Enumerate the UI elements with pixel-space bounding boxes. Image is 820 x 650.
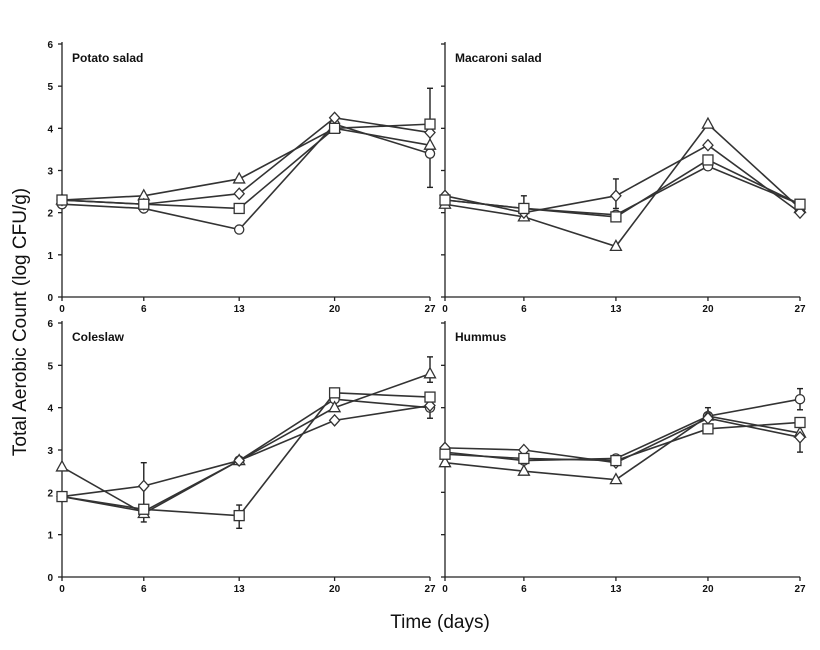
data-point-triangle bbox=[701, 116, 715, 129]
series-line-square bbox=[444, 159, 801, 218]
data-point-square bbox=[56, 490, 68, 503]
x-tick-label: 13 bbox=[610, 304, 622, 315]
x-tick-label: 20 bbox=[702, 304, 714, 315]
x-tick-label: 27 bbox=[424, 584, 436, 595]
x-axis-label: Time (days) bbox=[390, 612, 490, 633]
x-tick-label: 20 bbox=[702, 584, 714, 595]
data-point-square bbox=[424, 391, 436, 403]
data-point-diamond bbox=[610, 189, 622, 203]
data-point-square bbox=[610, 454, 622, 467]
data-point-square bbox=[518, 452, 530, 465]
data-point-square bbox=[439, 448, 451, 460]
data-point-square bbox=[328, 387, 341, 399]
x-tick-label: 13 bbox=[234, 304, 246, 315]
x-tick-label: 0 bbox=[59, 584, 65, 595]
x-tick-label: 13 bbox=[610, 584, 622, 595]
y-tick-label: 2 bbox=[47, 209, 53, 220]
data-point-square bbox=[233, 202, 245, 215]
series-line-circle bbox=[61, 398, 431, 513]
x-tick-label: 6 bbox=[141, 584, 147, 595]
data-point-square bbox=[794, 416, 806, 429]
data-point-square bbox=[424, 118, 436, 130]
x-tick-label: 6 bbox=[521, 584, 527, 595]
y-tick-label: 2 bbox=[47, 488, 53, 499]
x-tick-label: 13 bbox=[234, 584, 246, 595]
y-tick-label: 1 bbox=[47, 251, 53, 262]
data-point-triangle bbox=[609, 239, 623, 252]
y-tick-label: 3 bbox=[47, 446, 53, 457]
data-point-diamond bbox=[233, 187, 246, 201]
panel-hummus: 0 6 13 20 27 Hummus bbox=[438, 321, 807, 595]
data-point-square bbox=[702, 423, 714, 435]
data-point-triangle bbox=[609, 472, 623, 485]
series-line-diamond bbox=[61, 404, 431, 498]
y-tick-label: 6 bbox=[47, 319, 53, 330]
series-line-triangle bbox=[444, 122, 801, 248]
x-tick-label: 0 bbox=[59, 304, 65, 315]
data-point-triangle bbox=[232, 171, 246, 184]
y-tick-label: 0 bbox=[47, 293, 53, 304]
data-point-square bbox=[138, 198, 150, 210]
x-tick-label: 0 bbox=[442, 584, 448, 595]
series-line-circle bbox=[61, 123, 431, 231]
data-point-circle bbox=[424, 148, 436, 159]
data-point-diamond bbox=[137, 479, 150, 493]
x-tick-label: 27 bbox=[424, 304, 436, 315]
data-point-triangle bbox=[423, 137, 437, 150]
y-tick-label: 1 bbox=[47, 531, 53, 542]
series-line-circle bbox=[444, 398, 801, 462]
series-line-square bbox=[61, 392, 431, 517]
data-point-square bbox=[233, 509, 245, 522]
data-point-triangle bbox=[423, 366, 437, 379]
data-point-square bbox=[328, 122, 341, 134]
y-tick-label: 6 bbox=[47, 40, 53, 51]
data-point-square bbox=[56, 194, 68, 206]
series-line-diamond bbox=[61, 116, 431, 206]
data-point-square bbox=[439, 194, 451, 206]
data-point-diamond bbox=[702, 138, 714, 152]
x-tick-label: 6 bbox=[141, 304, 147, 315]
data-point-diamond bbox=[233, 454, 246, 468]
data-point-square bbox=[518, 202, 530, 215]
data-point-square bbox=[610, 211, 622, 223]
panel-macaroni-salad: 0 6 13 20 27 Macaroni salad bbox=[438, 42, 807, 315]
x-tick-label: 20 bbox=[329, 304, 341, 315]
panel-title: Coleslaw bbox=[72, 330, 125, 344]
panel-title: Hummus bbox=[455, 330, 507, 344]
y-tick-label: 3 bbox=[47, 167, 53, 178]
data-point-diamond bbox=[794, 430, 806, 444]
panel-title: Potato salad bbox=[72, 51, 143, 65]
y-tick-label: 4 bbox=[47, 404, 53, 415]
data-point-diamond bbox=[424, 399, 436, 413]
y-tick-label: 0 bbox=[47, 573, 53, 584]
panel-potato-salad: 0 1 2 3 4 5 6 0 6 13 20 27 Potato salad bbox=[47, 40, 437, 315]
x-tick-label: 20 bbox=[329, 584, 341, 595]
data-point-triangle bbox=[55, 459, 69, 472]
data-point-square bbox=[138, 503, 150, 515]
data-point-circle bbox=[794, 393, 806, 405]
y-tick-label: 5 bbox=[47, 82, 53, 93]
y-axis-label: Total Aerobic Count (log CFU/g) bbox=[10, 188, 31, 456]
x-tick-label: 0 bbox=[442, 304, 448, 315]
panel-title: Macaroni salad bbox=[455, 51, 542, 65]
data-point-square bbox=[794, 198, 806, 210]
x-tick-label: 27 bbox=[794, 304, 806, 315]
data-point-circle bbox=[233, 224, 245, 235]
data-point-diamond bbox=[328, 413, 341, 427]
data-point-diamond bbox=[424, 126, 436, 140]
data-point-triangle bbox=[438, 455, 452, 468]
panel-coleslaw: 0 1 2 3 4 5 6 0 6 13 20 27 Coleslaw bbox=[47, 319, 437, 595]
data-point-square bbox=[702, 154, 714, 166]
y-tick-label: 4 bbox=[47, 124, 53, 135]
y-tick-label: 5 bbox=[47, 361, 53, 372]
data-point-diamond bbox=[794, 206, 806, 220]
data-point-triangle bbox=[327, 400, 342, 413]
x-tick-label: 6 bbox=[521, 304, 527, 315]
x-tick-label: 27 bbox=[794, 584, 806, 595]
data-point-triangle bbox=[517, 463, 531, 476]
